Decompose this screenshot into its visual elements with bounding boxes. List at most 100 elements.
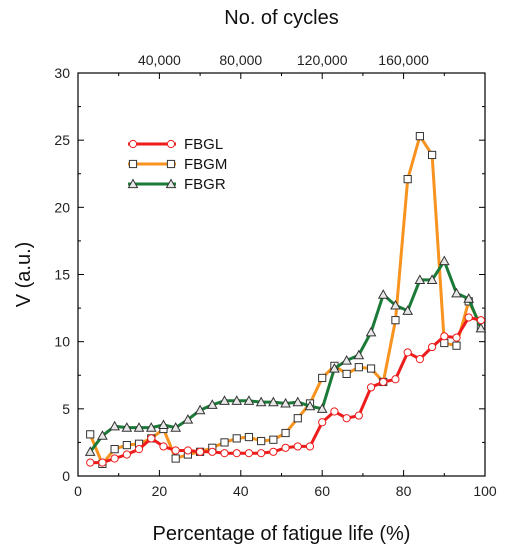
top-x-tick-label: 80,000 — [219, 52, 262, 68]
tick-marks — [77, 72, 486, 477]
data-point-fbgl — [354, 411, 363, 420]
x-tick-label: 100 — [473, 483, 497, 499]
legend-marker — [127, 178, 139, 189]
data-point-fbgl — [476, 316, 486, 325]
data-point-fbgl — [257, 449, 266, 458]
data-point-fbgm — [415, 132, 424, 141]
data-point-fbgl — [293, 442, 302, 451]
x-axis-label: Percentage of fatigue life (%) — [153, 523, 411, 545]
data-point-fbgr — [170, 422, 182, 432]
x-tick-labels: 0 20 40 60 80 100 — [74, 483, 497, 499]
data-point-fbgr — [341, 354, 352, 365]
legend-marker — [128, 139, 138, 149]
legend-label: FBGL — [184, 136, 223, 153]
data-point-fbgm — [354, 363, 363, 372]
data-point-fbgl — [269, 447, 278, 456]
data-point-fbgr — [158, 419, 169, 430]
data-point-fbgl — [452, 333, 461, 342]
data-point-fbgr — [194, 404, 206, 415]
data-point-fbgm — [171, 454, 180, 463]
y-tick-label: 0 — [62, 468, 70, 484]
data-point-fbgr — [231, 395, 243, 405]
data-point-fbgl — [379, 377, 388, 387]
data-point-fbgl — [196, 447, 205, 456]
data-point-fbgr — [304, 400, 316, 411]
data-point-fbgl — [330, 407, 339, 416]
data-point-fbgm — [86, 430, 95, 439]
legend: FBGL FBGM FBGR — [127, 136, 227, 193]
legend-label: FBGR — [184, 176, 226, 193]
data-point-fbgl — [342, 414, 351, 423]
y-tick-label: 20 — [54, 199, 70, 215]
data-point-fbgl — [415, 355, 424, 364]
data-point-fbgr — [329, 363, 340, 373]
data-point-fbgr — [280, 397, 291, 408]
x-tick-label: 20 — [152, 483, 168, 499]
data-point-fbgr — [426, 274, 438, 284]
data-point-fbgr — [206, 399, 218, 409]
data-point-fbgl — [305, 442, 315, 451]
data-point-fbgl — [366, 383, 376, 392]
data-point-fbgl — [391, 375, 400, 384]
data-point-fbgr — [133, 422, 145, 432]
data-point-fbgm — [281, 428, 290, 438]
y-tick-label: 30 — [54, 65, 70, 81]
series-fbgl — [86, 313, 486, 467]
data-point-fbgm — [403, 175, 412, 184]
data-point-fbgr — [402, 305, 414, 315]
data-point-fbgm — [257, 436, 266, 446]
y-tick-label: 10 — [54, 334, 70, 350]
x-tick-label: 0 — [74, 483, 82, 499]
top-x-tick-label: 40,000 — [138, 52, 181, 68]
data-point-fbgr — [353, 349, 365, 360]
data-point-fbgr — [475, 322, 487, 333]
legend-marker — [128, 159, 138, 169]
data-point-fbgm — [269, 435, 278, 444]
series-layer — [84, 132, 487, 469]
data-point-fbgl — [147, 434, 156, 443]
data-point-fbgm — [427, 150, 437, 160]
data-point-fbgl — [318, 418, 327, 427]
x-tick-label: 80 — [396, 483, 412, 499]
legend-label: FBGM — [184, 156, 227, 173]
data-point-fbgr — [316, 403, 328, 413]
data-point-fbgl — [440, 332, 449, 341]
data-point-fbgr — [292, 396, 304, 407]
data-point-fbgr — [377, 289, 389, 299]
data-point-fbgm — [452, 341, 461, 350]
data-point-fbgr — [451, 287, 462, 298]
data-point-fbgl — [464, 313, 473, 322]
y-tick-labels: 0 5 10 15 20 25 30 — [54, 65, 70, 484]
y-tick-label: 25 — [54, 132, 70, 148]
top-x-tick-label: 160,000 — [378, 52, 429, 68]
data-point-fbgl — [110, 454, 119, 463]
data-point-fbgm — [110, 445, 119, 454]
data-point-fbgr — [182, 414, 194, 424]
data-point-fbgm — [220, 438, 229, 447]
x-tick-label: 60 — [314, 483, 330, 499]
x-tick-label: 40 — [233, 483, 249, 499]
data-point-fbgr — [414, 274, 426, 284]
data-point-fbgl — [403, 348, 412, 357]
legend-marker — [165, 178, 177, 189]
data-point-fbgl — [159, 442, 168, 451]
data-point-fbgl — [171, 446, 180, 455]
data-point-fbgl — [86, 458, 95, 467]
data-point-fbgr — [463, 293, 475, 303]
data-point-fbgr — [219, 395, 230, 405]
y-tick-label: 5 — [62, 401, 70, 417]
y-tick-label: 15 — [54, 267, 70, 283]
data-point-fbgl — [208, 447, 217, 456]
data-point-fbgl — [281, 443, 290, 452]
data-point-fbgr — [84, 446, 96, 456]
data-point-fbgm — [366, 364, 376, 373]
data-point-fbgm — [293, 414, 302, 423]
data-point-fbgr — [390, 299, 401, 310]
legend-marker — [166, 139, 176, 149]
top-x-tick-label: 120,000 — [297, 52, 348, 68]
data-point-fbgl — [244, 449, 254, 458]
data-point-fbgr — [255, 396, 267, 407]
legend-marker — [166, 159, 176, 169]
data-point-fbgr — [145, 422, 157, 432]
